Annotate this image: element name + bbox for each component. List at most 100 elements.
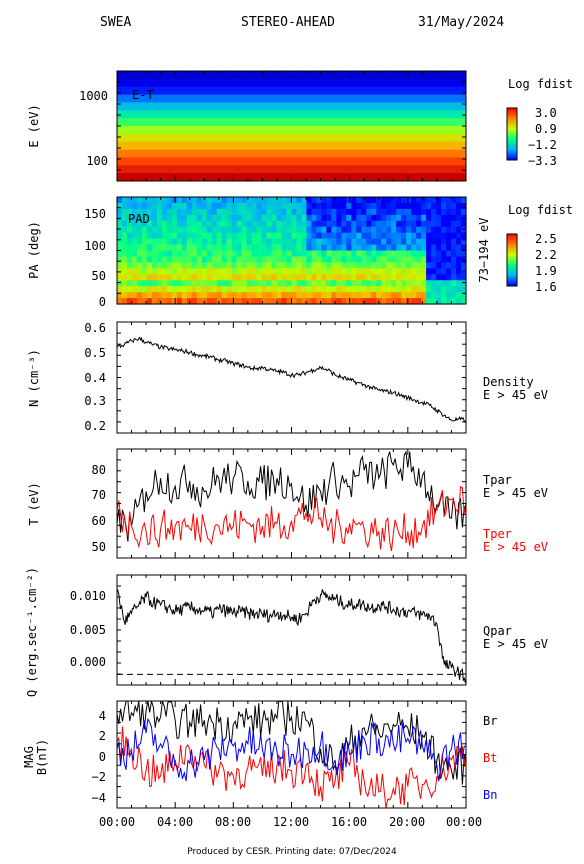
pad-cell <box>291 250 298 258</box>
density-ytick: 0.3 <box>84 394 106 408</box>
pad-cell <box>331 197 337 204</box>
pad-cell <box>141 214 148 222</box>
pad-cell <box>126 220 133 228</box>
pad-cell <box>361 262 367 269</box>
pad-cell <box>301 214 308 222</box>
et-band <box>117 149 466 158</box>
mag-ytick: −2 <box>92 770 106 784</box>
pad-cell <box>326 256 332 263</box>
pad-cell <box>206 292 213 299</box>
pad-cell <box>191 286 198 293</box>
pad-cell <box>311 286 318 293</box>
pad-cell <box>391 268 397 275</box>
pad-cell <box>126 256 133 263</box>
pad-cell <box>201 244 208 252</box>
pad-cell <box>366 292 372 299</box>
pad-cell <box>186 244 193 252</box>
pad-cell <box>311 214 318 222</box>
pad-cell <box>421 226 427 234</box>
pad-cell <box>176 226 183 234</box>
pad-cell <box>426 298 432 305</box>
pad-cell <box>226 268 233 275</box>
pad-cell <box>166 232 173 240</box>
pad-cell <box>241 286 248 293</box>
pad-cell <box>441 298 447 305</box>
heatflux-ytick: 0.000 <box>70 655 106 669</box>
pad-cell <box>411 208 417 216</box>
pad-cell <box>211 197 218 204</box>
pad-cell <box>181 280 188 287</box>
pad-cell <box>191 262 198 269</box>
pad-cell <box>316 256 323 263</box>
mag-ylabel: MAG <box>22 746 36 768</box>
pad-cell <box>376 274 382 281</box>
pad-cell <box>436 202 442 210</box>
pad-cell <box>321 232 327 240</box>
pad-cell <box>281 238 288 246</box>
pad-cell <box>461 238 467 246</box>
pad-cell <box>456 226 462 234</box>
pad-cell <box>426 262 432 269</box>
pad-cell <box>131 238 138 246</box>
pad-cell <box>426 256 432 263</box>
pad-cell <box>286 298 293 305</box>
pad-cell <box>226 232 233 240</box>
pad-cell <box>191 292 198 299</box>
pad-cell <box>436 226 442 234</box>
pad-cell <box>366 202 372 210</box>
pad-cell <box>416 262 422 269</box>
pad-cell <box>331 268 337 275</box>
pad-cell <box>306 244 313 252</box>
heatflux-frame <box>116 574 467 686</box>
pad-cell <box>351 250 357 258</box>
pad-cell <box>281 220 288 228</box>
pad-cell <box>441 262 447 269</box>
pad-cell <box>386 202 392 210</box>
temperature-ylabel: T (eV) <box>27 482 41 525</box>
pad-cell <box>421 262 427 269</box>
pad-cell <box>291 238 298 246</box>
pad-cell <box>271 268 278 275</box>
pad-cell <box>261 274 268 281</box>
pad-cell <box>161 274 168 281</box>
pad-cell <box>121 197 128 204</box>
pad-cell <box>376 232 382 240</box>
pad-cell <box>391 238 397 246</box>
pad-cell <box>141 232 148 240</box>
pad-cell <box>256 280 263 287</box>
pad-cell <box>296 256 303 263</box>
date-title: 31/May/2024 <box>418 15 504 30</box>
pad-cell <box>296 262 303 269</box>
pad-cell <box>251 202 258 210</box>
pad-cell <box>306 208 313 216</box>
pad-cell <box>161 262 168 269</box>
pad-cell <box>331 286 337 293</box>
pad-cell <box>446 274 452 281</box>
pad-cell <box>191 202 198 210</box>
pad-cell <box>431 244 437 252</box>
pad-cell <box>411 286 417 293</box>
pad-cell <box>381 292 387 299</box>
pad-cell <box>161 226 168 234</box>
pad-cell <box>396 262 402 269</box>
pad-cell <box>156 220 163 228</box>
pad-cell <box>166 274 173 281</box>
pad-cell <box>336 256 342 263</box>
pad-cell <box>251 232 258 240</box>
mag-ytick: 4 <box>99 709 106 723</box>
pad-ytick: 100 <box>84 239 106 253</box>
pad-cell <box>356 220 362 228</box>
pad-cell <box>161 280 168 287</box>
temperature-panel: 80 70 60 50 T (eV) Tpar E > 45 eV Tper E… <box>27 448 548 559</box>
pad-cell <box>441 214 447 222</box>
et-band <box>117 110 466 119</box>
et-colorbar-tick: −1.2 <box>528 138 557 152</box>
pad-cell <box>406 214 412 222</box>
pad-cell <box>456 280 462 287</box>
pad-cell <box>176 256 183 263</box>
pad-cell <box>336 298 342 305</box>
pad-cell <box>306 280 313 287</box>
pad-cell <box>341 286 347 293</box>
pad-cell <box>131 286 138 293</box>
pad-cell <box>236 268 243 275</box>
